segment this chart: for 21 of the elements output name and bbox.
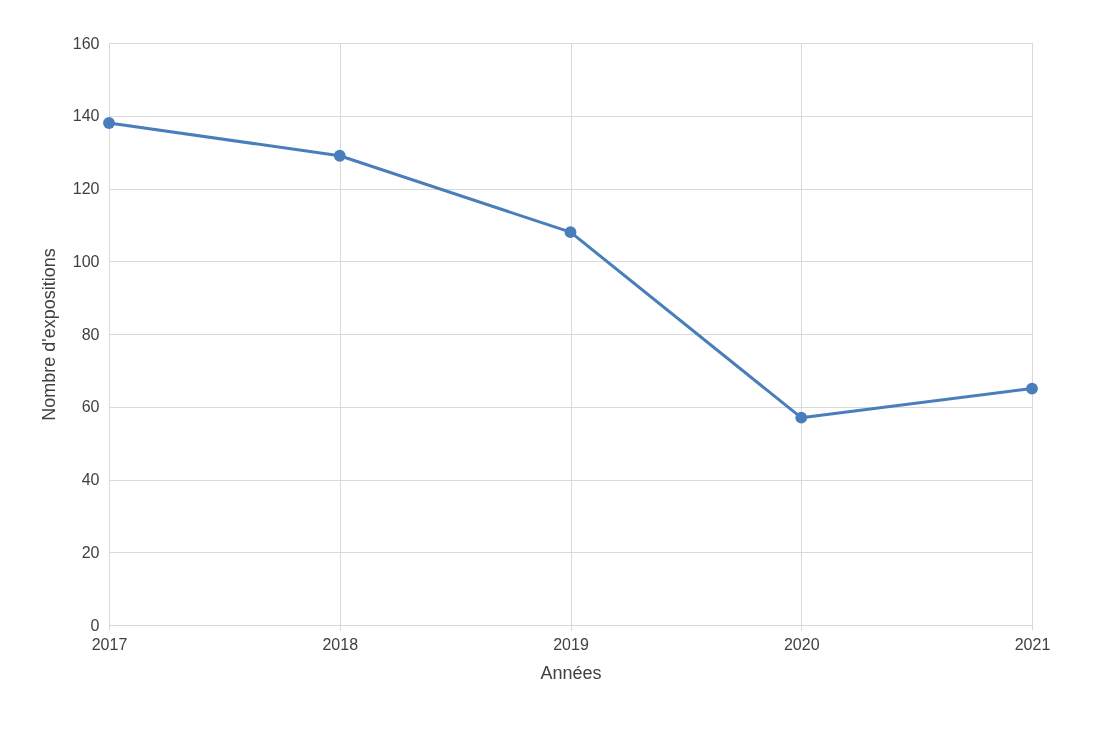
y-tick-label: 100 bbox=[72, 252, 100, 270]
y-tick-label: 40 bbox=[81, 471, 100, 488]
x-tick-label: 2018 bbox=[322, 635, 359, 653]
point bbox=[103, 117, 115, 129]
y-tick-label: 0 bbox=[90, 616, 100, 634]
x-axis-title: Années bbox=[540, 662, 602, 683]
point bbox=[795, 411, 808, 424]
x-tick-label: 2021 bbox=[1014, 635, 1051, 653]
x-tick-label: 2019 bbox=[553, 635, 589, 653]
y-tick-label: 80 bbox=[81, 325, 100, 343]
y-tick-label: 140 bbox=[72, 107, 100, 125]
x-tick-label: 2020 bbox=[783, 635, 820, 653]
y-tick-label: 20 bbox=[81, 543, 100, 561]
y-tick-label: 160 bbox=[72, 34, 100, 52]
point bbox=[564, 226, 577, 239]
y-tick-label: 120 bbox=[72, 180, 100, 197]
x-tick-label: 2017 bbox=[91, 635, 128, 653]
point bbox=[1026, 382, 1038, 395]
point bbox=[333, 149, 346, 162]
y-axis-title: Nombre d'expositions bbox=[38, 248, 59, 421]
y-tick-label: 60 bbox=[81, 398, 100, 416]
